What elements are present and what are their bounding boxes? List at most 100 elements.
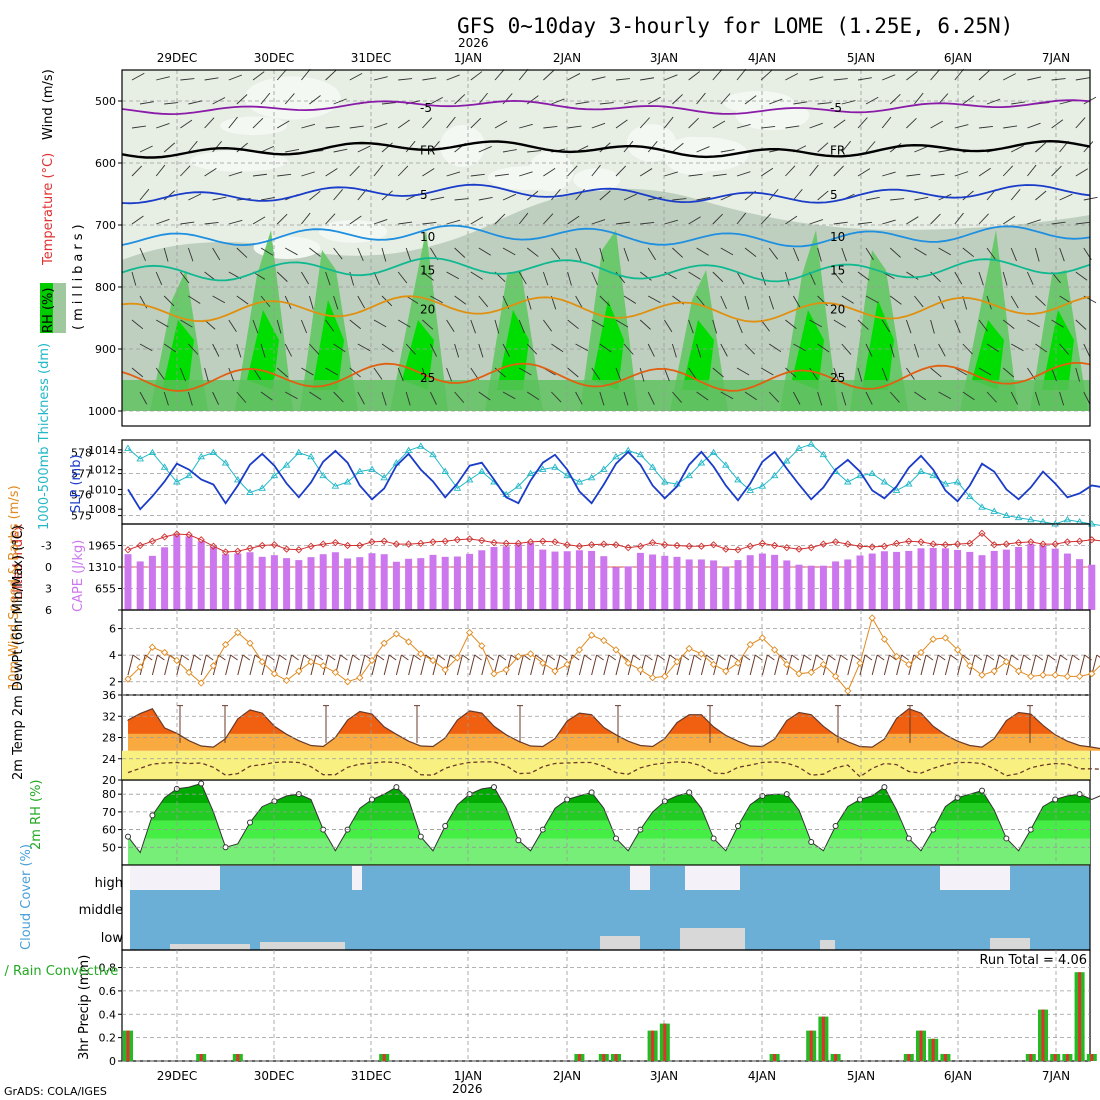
lifted-index-point: [978, 529, 986, 537]
wind-barb: [889, 391, 900, 403]
cape-bar: [368, 553, 376, 610]
tick-label: 1014: [88, 444, 116, 457]
wind-barb: [640, 77, 655, 81]
cloud-low-patch: [990, 938, 1030, 950]
thickness-point: [709, 448, 718, 456]
wind-barb: [284, 247, 298, 256]
wind-barb: [518, 319, 525, 334]
wind-barb-10m: [359, 654, 366, 676]
wind-barb-flag: [266, 654, 275, 661]
wind-barb: [736, 212, 747, 225]
wind-barb-10m: [456, 654, 463, 676]
cape-bar: [771, 554, 779, 610]
wind-barb: [204, 367, 209, 382]
wind-barb-flag: [181, 654, 190, 661]
wind-barb: [623, 295, 637, 304]
precip-convective-bar: [834, 1053, 838, 1061]
wind-barb: [470, 216, 484, 225]
lifted-index-point: [758, 539, 767, 547]
wind-barb: [785, 319, 797, 330]
wind-barb: [841, 140, 852, 153]
rh-dry-patch: [487, 166, 568, 190]
wind-speed-point: [185, 668, 193, 677]
thickness-point: [185, 471, 193, 479]
wind-barb: [478, 196, 493, 201]
wind-barb-10m: [774, 654, 781, 676]
bottom-date-label: 5JAN: [847, 1069, 875, 1083]
rh-plume: [960, 230, 1018, 411]
wind-barb-10m: [151, 654, 158, 676]
wind-barb-10m: [700, 654, 707, 676]
wind-barb: [236, 391, 247, 403]
wind-barb: [252, 173, 267, 177]
wind-barb-flag: [767, 654, 775, 661]
wind-barb: [228, 219, 243, 225]
wind-speed-point: [807, 668, 815, 677]
wind-barb: [591, 122, 606, 129]
lifted-index-point: [880, 542, 889, 550]
lifted-index-point: [941, 541, 950, 549]
tick-label: 600: [95, 157, 116, 170]
wind-barb: [744, 295, 750, 310]
wind-barb: [1075, 221, 1090, 225]
wind-barb: [349, 125, 364, 129]
wind-barb: [914, 92, 924, 105]
lifted-index-point: [722, 545, 730, 553]
tick-label: 0.8: [99, 962, 117, 975]
wind-barb: [454, 94, 466, 105]
wind-barb: [446, 271, 460, 280]
wind-barb: [793, 391, 801, 405]
wind-speed-point: [1063, 672, 1072, 681]
lifted-index-point: [539, 537, 547, 545]
wind-barb: [301, 271, 309, 285]
wind-barb: [131, 319, 144, 330]
wind-barb: [163, 295, 175, 307]
cloud-low-patch: [170, 944, 250, 950]
cloud-low-label: low: [101, 931, 124, 946]
wind-barb-10m: [176, 654, 183, 676]
wind-speed-point: [966, 662, 974, 670]
wind-barb: [285, 149, 300, 153]
lifted-index-point: [783, 544, 791, 552]
wind-barb: [155, 367, 165, 380]
tick-label: 1010: [88, 483, 116, 496]
wind-barb: [938, 93, 949, 105]
wind-barb: [809, 219, 824, 225]
thickness-point: [1002, 511, 1011, 519]
wind-barb: [1002, 319, 1015, 329]
rh-point: [979, 787, 985, 794]
wind-barb: [155, 271, 163, 286]
cape-bar: [856, 555, 864, 610]
wind-barb: [131, 165, 143, 177]
wind-barb: [526, 343, 538, 355]
lifted-index-point: [429, 538, 437, 546]
wind-barb: [1051, 165, 1062, 177]
cape-bar: [319, 554, 327, 610]
thickness-point: [514, 482, 523, 489]
wind-barb-flag: [401, 654, 409, 661]
cape-bar: [490, 546, 498, 610]
wind-barb: [163, 343, 177, 353]
wind-barb: [760, 167, 774, 177]
cape-bar: [466, 553, 474, 610]
wind-barb: [784, 271, 790, 286]
isotherm-label: 20: [420, 303, 435, 317]
wind-barb: [575, 295, 583, 309]
thickness-point: [661, 478, 669, 485]
wind-barb: [551, 343, 564, 353]
wind-barb: [938, 149, 953, 153]
upper-air-ylabel: RH (%) Temperature (°C) Wind (m/s) (mill…: [40, 69, 86, 333]
tick-label: 1310: [88, 561, 116, 574]
wind-barb-flag: [1059, 654, 1068, 661]
wind-barb: [567, 165, 578, 177]
wind-barb: [276, 319, 282, 334]
thickness-point: [953, 478, 962, 485]
cape-bar: [807, 565, 815, 610]
wind-barb: [833, 271, 843, 284]
precip-convective-bar: [126, 1030, 130, 1061]
wind-barb: [906, 173, 921, 177]
wind-barb: [1083, 196, 1098, 201]
wind-barb-flag: [986, 654, 995, 661]
bottom-date-label: 29DEC: [157, 1069, 197, 1083]
wind-barb-flag: [315, 654, 324, 661]
